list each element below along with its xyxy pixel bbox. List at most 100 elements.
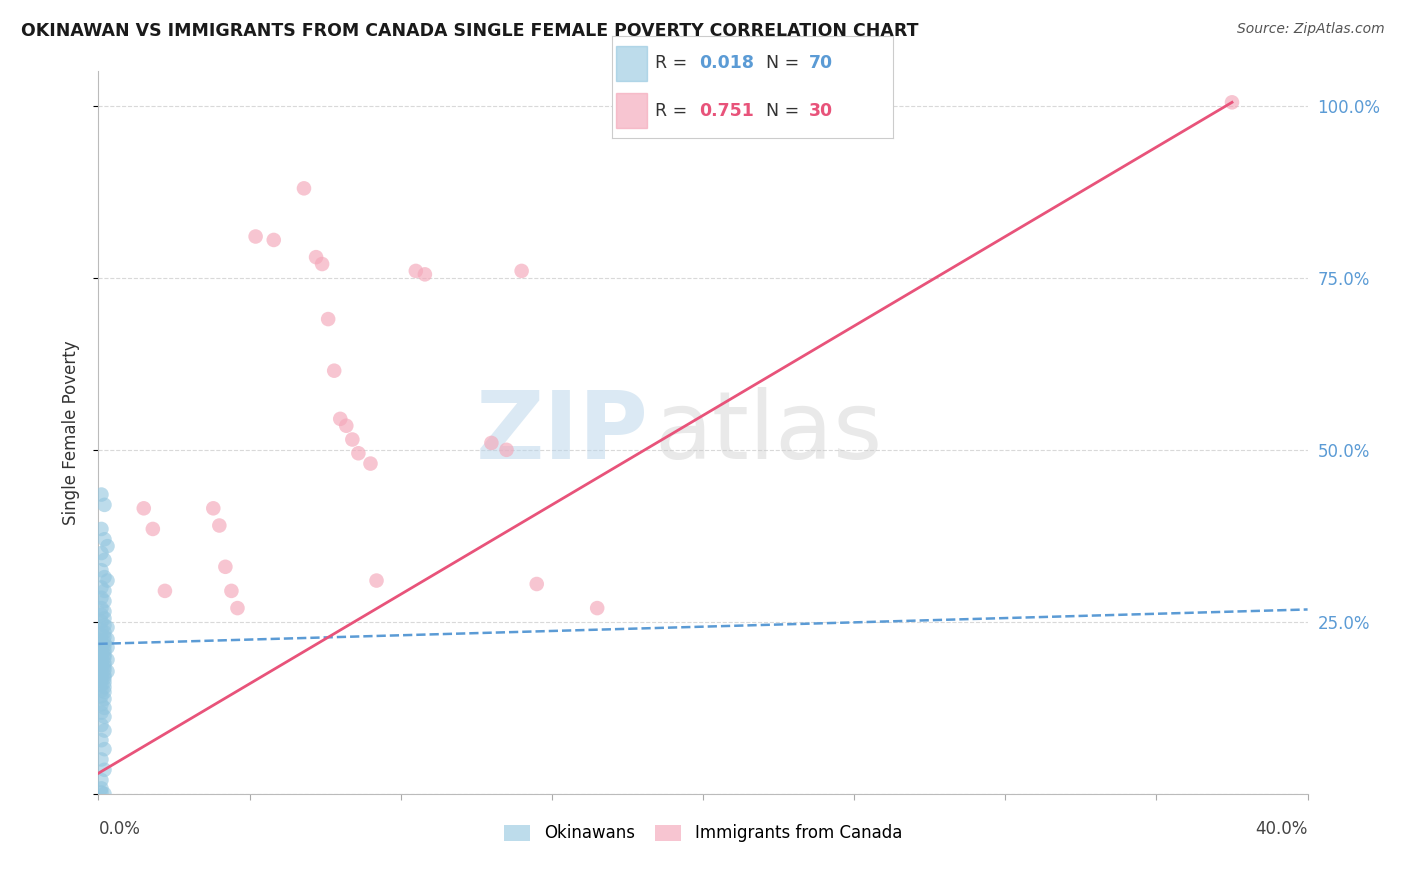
Point — [93, 742, 115, 756]
Point — [263, 233, 285, 247]
Point — [526, 577, 548, 591]
Point — [93, 635, 115, 649]
Point — [510, 264, 533, 278]
Point — [90, 781, 112, 796]
Point — [93, 671, 115, 685]
Point — [93, 583, 115, 598]
Point — [93, 659, 115, 673]
Point — [221, 583, 243, 598]
Point — [202, 501, 225, 516]
Point — [586, 601, 609, 615]
Point — [93, 611, 115, 625]
Point — [93, 605, 115, 619]
Point — [96, 665, 118, 679]
Point — [90, 591, 112, 605]
Point — [214, 559, 236, 574]
Point — [90, 642, 112, 657]
Point — [405, 264, 427, 278]
Text: ZIP: ZIP — [475, 386, 648, 479]
Point — [93, 650, 115, 665]
Point — [93, 639, 115, 653]
Point — [93, 723, 115, 738]
Point — [90, 646, 112, 660]
Point — [90, 615, 112, 629]
Point — [90, 634, 112, 648]
Point — [90, 718, 112, 732]
Point — [93, 668, 115, 682]
Point — [93, 685, 115, 699]
Point — [90, 637, 112, 651]
Point — [132, 501, 155, 516]
Point — [208, 518, 231, 533]
Text: 0.018: 0.018 — [699, 54, 754, 72]
Point — [90, 662, 112, 676]
Bar — [616, 93, 647, 128]
Text: atlas: atlas — [655, 386, 883, 479]
Point — [93, 656, 115, 670]
Text: 0.0%: 0.0% — [98, 820, 141, 838]
Point — [90, 733, 112, 747]
Point — [153, 583, 176, 598]
Point — [90, 655, 112, 669]
Point — [90, 487, 112, 501]
Point — [316, 312, 339, 326]
Point — [96, 539, 118, 553]
Point — [93, 644, 115, 658]
Text: N =: N = — [766, 54, 806, 72]
Point — [495, 442, 517, 457]
Point — [96, 653, 118, 667]
Text: N =: N = — [766, 102, 806, 120]
Point — [93, 692, 115, 706]
Point — [90, 689, 112, 703]
Point — [93, 701, 115, 715]
Point — [90, 678, 112, 692]
Point — [413, 268, 436, 282]
Point — [245, 229, 267, 244]
Point — [93, 680, 115, 694]
Y-axis label: Single Female Poverty: Single Female Poverty — [62, 341, 80, 524]
Point — [93, 675, 115, 690]
Point — [481, 436, 503, 450]
Point — [90, 698, 112, 712]
Point — [90, 706, 112, 720]
Point — [93, 553, 115, 567]
Point — [360, 457, 382, 471]
Point — [90, 629, 112, 643]
Point — [93, 618, 115, 632]
Point — [96, 620, 118, 634]
Point — [90, 773, 112, 788]
Text: 70: 70 — [808, 54, 832, 72]
Text: OKINAWAN VS IMMIGRANTS FROM CANADA SINGLE FEMALE POVERTY CORRELATION CHART: OKINAWAN VS IMMIGRANTS FROM CANADA SINGL… — [21, 22, 918, 40]
Point — [90, 666, 112, 681]
Point — [90, 581, 112, 595]
Point — [90, 623, 112, 637]
Point — [93, 533, 115, 547]
Point — [226, 601, 249, 615]
Point — [90, 683, 112, 698]
Point — [335, 418, 357, 433]
Point — [93, 663, 115, 677]
Text: R =: R = — [655, 54, 693, 72]
Text: 30: 30 — [808, 102, 832, 120]
Point — [90, 670, 112, 684]
Point — [93, 498, 115, 512]
Point — [93, 570, 115, 584]
Point — [858, 95, 880, 110]
Bar — [616, 45, 647, 81]
Point — [311, 257, 333, 271]
Point — [93, 710, 115, 724]
Text: Source: ZipAtlas.com: Source: ZipAtlas.com — [1237, 22, 1385, 37]
Point — [93, 625, 115, 640]
Point — [90, 752, 112, 766]
Point — [90, 563, 112, 577]
Text: 40.0%: 40.0% — [1256, 820, 1308, 838]
Point — [93, 787, 115, 801]
Point — [90, 601, 112, 615]
Legend: Okinawans, Immigrants from Canada: Okinawans, Immigrants from Canada — [495, 816, 911, 851]
Point — [93, 630, 115, 644]
Point — [329, 412, 352, 426]
Point — [90, 649, 112, 664]
Point — [90, 546, 112, 560]
Point — [347, 446, 370, 460]
Point — [90, 522, 112, 536]
